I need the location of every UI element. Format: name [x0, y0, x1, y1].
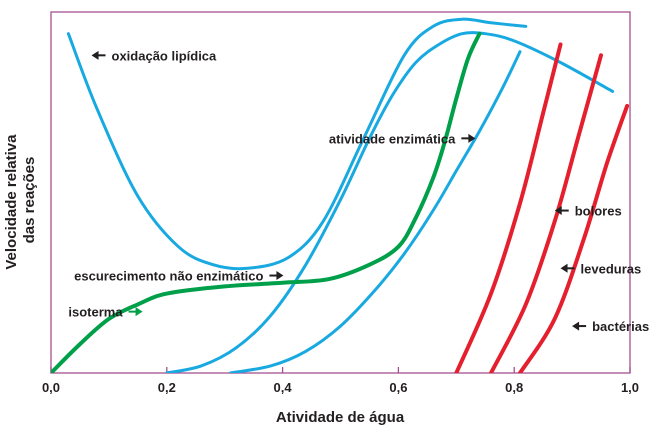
x-tick-label: 0,2: [158, 380, 176, 395]
annotation-arrow-leveduras: [560, 263, 575, 273]
series-line-leveduras: [489, 53, 603, 373]
x-axis-ticks: 0,0 0,2 0,4 0,6 0,8 1,0: [42, 367, 639, 395]
annotation-label-browning: escurecimento não enzimático: [74, 269, 263, 284]
x-tick-label: 1,0: [621, 380, 639, 395]
annotation-label-isotherm: isoterma: [68, 305, 123, 320]
series-line-lipid: [66, 17, 528, 271]
series-group: [51, 17, 630, 373]
annotation-arrow-enzymatic: [461, 133, 476, 143]
x-tick-label: 0,0: [42, 380, 60, 395]
annotation-label-enzymatic: atividade enzimática: [329, 131, 456, 146]
annotation-label-bacterias: bactérias: [592, 319, 649, 334]
series-line-enzymatic: [165, 31, 615, 373]
annotation-arrow-bolores: [554, 206, 569, 216]
annotation-arrow-lipid: [91, 50, 106, 60]
series-line-bacterias: [518, 103, 630, 373]
series-line-bolores: [454, 42, 563, 373]
annotation-label-lipid: oxidação lipídica: [112, 48, 218, 63]
x-tick-label: 0,4: [274, 380, 293, 395]
annotation-label-leveduras: leveduras: [581, 261, 642, 276]
x-axis-title: Atividade de água: [276, 409, 405, 426]
y-axis-title-line-2: das reações: [21, 157, 38, 244]
series-line-browning: [229, 50, 522, 373]
x-tick-label: 0,6: [389, 380, 407, 395]
plot-frame: [50, 11, 631, 374]
series-line-isotherm: [51, 31, 482, 373]
annotations: oxidação lipídica atividade enzimática esc…: [68, 48, 649, 334]
annotation-label-bolores: bolores: [575, 204, 622, 219]
x-tick-label: 0,8: [505, 380, 523, 395]
y-axis-title-line-1: Velocidade relativa: [3, 134, 20, 270]
annotation-arrow-isotherm: [128, 307, 143, 317]
annotation-arrow-bacterias: [572, 321, 587, 331]
annotation-arrow-browning: [269, 271, 284, 281]
y-axis-title: Velocidade relativa das reações: [3, 130, 38, 269]
